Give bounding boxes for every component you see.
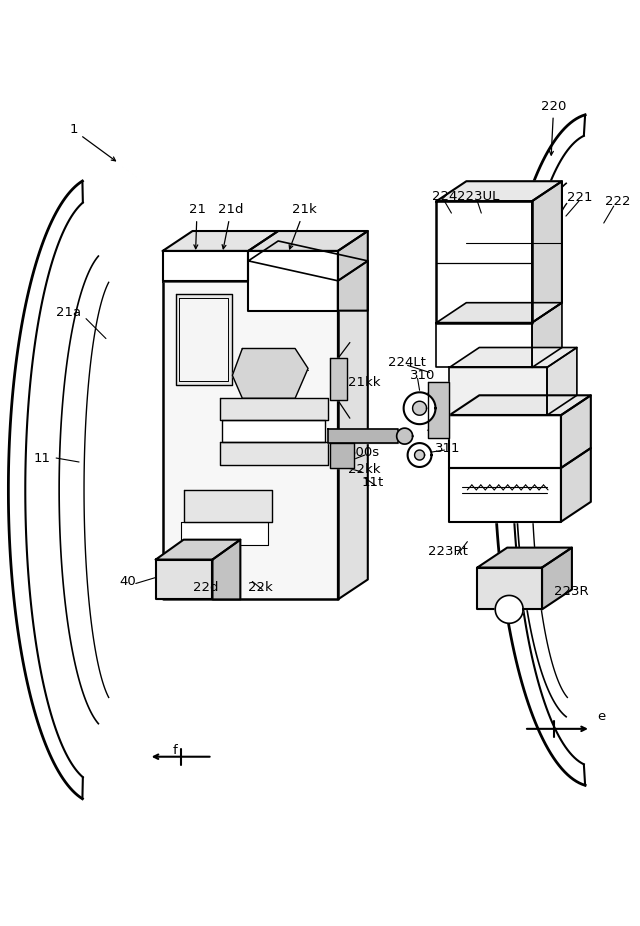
Text: f: f bbox=[173, 745, 177, 757]
Polygon shape bbox=[175, 294, 232, 385]
Polygon shape bbox=[542, 547, 572, 609]
Polygon shape bbox=[220, 442, 328, 465]
Text: 224: 224 bbox=[431, 190, 457, 203]
Polygon shape bbox=[436, 303, 562, 322]
Polygon shape bbox=[449, 468, 561, 521]
Polygon shape bbox=[248, 241, 368, 281]
Polygon shape bbox=[413, 401, 426, 415]
Polygon shape bbox=[330, 358, 347, 400]
Text: 223R: 223R bbox=[554, 585, 589, 598]
Polygon shape bbox=[561, 395, 591, 468]
Polygon shape bbox=[180, 521, 268, 544]
Polygon shape bbox=[163, 231, 278, 251]
Text: 21kk: 21kk bbox=[348, 376, 380, 389]
Text: 1: 1 bbox=[69, 123, 115, 161]
Polygon shape bbox=[449, 415, 561, 468]
Text: 12t: 12t bbox=[248, 372, 271, 385]
Polygon shape bbox=[436, 322, 532, 368]
Polygon shape bbox=[449, 368, 547, 415]
Polygon shape bbox=[232, 348, 308, 398]
Polygon shape bbox=[248, 231, 368, 251]
Text: 222: 222 bbox=[605, 194, 630, 207]
Text: 22kk: 22kk bbox=[348, 464, 380, 477]
Text: 224Lt: 224Lt bbox=[388, 356, 426, 369]
Text: 21k: 21k bbox=[289, 203, 317, 249]
Polygon shape bbox=[532, 181, 562, 322]
Text: 500s: 500s bbox=[348, 445, 380, 458]
Text: e: e bbox=[596, 710, 605, 723]
Polygon shape bbox=[449, 395, 591, 415]
Polygon shape bbox=[248, 251, 338, 310]
Text: 223Rt: 223Rt bbox=[428, 545, 467, 558]
Text: 11: 11 bbox=[33, 452, 51, 465]
Polygon shape bbox=[163, 281, 338, 599]
Polygon shape bbox=[404, 393, 435, 424]
Polygon shape bbox=[212, 540, 241, 599]
Text: 221: 221 bbox=[567, 191, 593, 204]
Polygon shape bbox=[415, 450, 424, 460]
Polygon shape bbox=[495, 595, 523, 623]
Polygon shape bbox=[477, 568, 542, 609]
Polygon shape bbox=[156, 540, 241, 559]
Text: 310: 310 bbox=[410, 369, 435, 382]
Text: 22d: 22d bbox=[193, 581, 218, 594]
Text: 22k: 22k bbox=[248, 581, 273, 594]
Polygon shape bbox=[156, 559, 212, 599]
Polygon shape bbox=[220, 398, 328, 420]
Polygon shape bbox=[408, 443, 431, 467]
Polygon shape bbox=[449, 347, 577, 368]
Text: 40: 40 bbox=[119, 575, 136, 588]
Text: 11t: 11t bbox=[362, 476, 384, 490]
Polygon shape bbox=[338, 261, 368, 599]
Polygon shape bbox=[163, 251, 248, 281]
Polygon shape bbox=[338, 231, 368, 310]
Text: 21: 21 bbox=[189, 203, 205, 249]
Text: 21a: 21a bbox=[56, 307, 81, 319]
Polygon shape bbox=[436, 181, 562, 201]
Polygon shape bbox=[184, 490, 272, 521]
Polygon shape bbox=[330, 443, 354, 468]
Text: 311: 311 bbox=[435, 442, 460, 455]
Text: 223UL: 223UL bbox=[458, 190, 500, 203]
Polygon shape bbox=[477, 547, 572, 568]
Polygon shape bbox=[179, 298, 228, 382]
Polygon shape bbox=[328, 429, 397, 443]
Polygon shape bbox=[436, 201, 532, 322]
Polygon shape bbox=[532, 303, 562, 368]
Polygon shape bbox=[223, 420, 325, 442]
Polygon shape bbox=[547, 347, 577, 415]
Polygon shape bbox=[397, 428, 413, 444]
Text: 21d: 21d bbox=[218, 203, 244, 249]
Polygon shape bbox=[561, 448, 591, 521]
Polygon shape bbox=[428, 382, 449, 438]
Text: 220: 220 bbox=[541, 99, 566, 156]
